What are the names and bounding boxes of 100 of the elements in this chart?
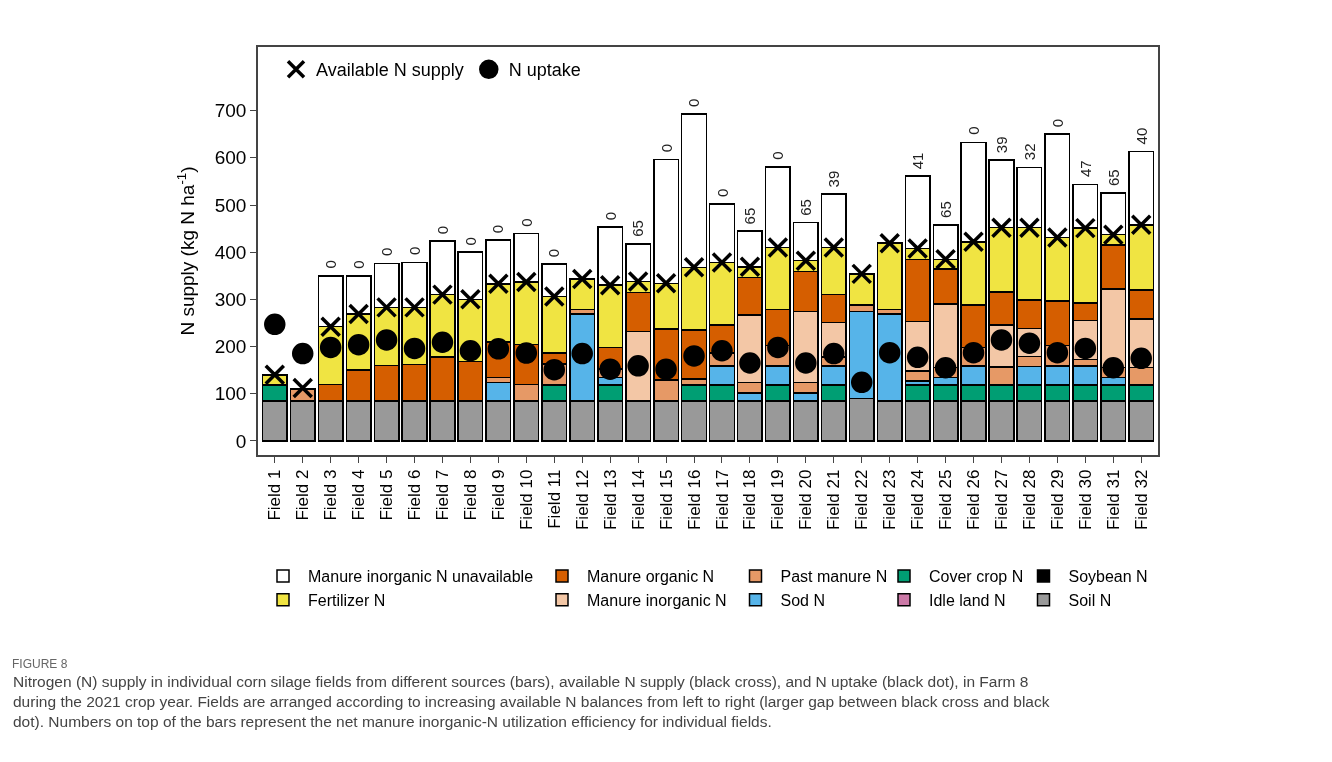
x-tick-label: Field 31 — [1103, 469, 1123, 531]
x-tick-label: Field 14 — [628, 469, 648, 531]
annotation: 0 — [1048, 118, 1066, 128]
annotation: 0 — [378, 247, 396, 257]
point — [1046, 226, 1069, 249]
annotation: 0 — [713, 188, 731, 198]
point — [319, 315, 342, 338]
text: Nitrogen (N) supply in individual corn silage fields from different sources (bars), available N supply (black cross), and N uptake (black dot), in Farm 8 during the 2021 crop year. Fields are arranged according to increasing available N balances from left to right (larger gap between black cross and black dot). Numbers on top of the bars represent the net manure inorganic-N utilization efficiency for individual fields. — [13, 673, 1050, 731]
caption: FIGURE 8 — [12, 657, 68, 671]
annotation: 0 — [433, 225, 451, 235]
point — [1074, 217, 1097, 239]
y-tick-label: 400 — [214, 241, 247, 263]
legend-label: Idle land N — [929, 591, 1006, 609]
point — [1130, 214, 1152, 236]
legend-label: Past manure N — [780, 568, 888, 586]
point — [1018, 216, 1041, 239]
y-tick-label: 100 — [214, 383, 247, 405]
point — [850, 371, 873, 394]
point — [990, 216, 1013, 239]
annotation: 0 — [769, 151, 787, 160]
point — [962, 231, 985, 253]
point — [459, 340, 482, 362]
point — [1018, 332, 1041, 354]
annotation: 0 — [685, 98, 703, 107]
point — [627, 270, 649, 293]
annotation: 0 — [321, 260, 339, 269]
point — [543, 358, 566, 381]
legend-label: Manure organic N — [587, 568, 715, 586]
point — [264, 313, 286, 336]
point — [795, 249, 817, 272]
legend-label: Available N supply — [316, 60, 464, 81]
annotation: 0 — [518, 218, 536, 227]
point — [599, 274, 621, 296]
point — [291, 377, 314, 399]
point — [291, 342, 314, 365]
x-tick-label: Field 16 — [684, 469, 704, 531]
point — [850, 263, 873, 285]
x-tick-label: Field 21 — [824, 469, 844, 531]
point — [403, 337, 426, 360]
x-tick-label: Field 11 — [544, 469, 564, 529]
x-tick-label: Field 2 — [293, 469, 313, 521]
x-tick-label: Field 22 — [852, 469, 872, 531]
annotation: 41 — [908, 152, 926, 170]
point — [711, 340, 733, 362]
point — [767, 236, 789, 259]
point — [571, 268, 593, 290]
point — [515, 271, 538, 293]
annotation: 0 — [657, 143, 675, 153]
point — [599, 358, 621, 380]
point — [431, 283, 454, 306]
x-tick-label: Field 7 — [432, 469, 452, 521]
point — [655, 358, 677, 380]
annotation: 39 — [825, 170, 843, 188]
point — [823, 236, 845, 259]
legend-label: Fertilizer N — [308, 591, 386, 609]
point — [264, 364, 286, 386]
annotation: 47 — [1076, 160, 1094, 178]
point — [823, 342, 845, 365]
annotation: 0 — [350, 260, 368, 269]
legend-label: Soil N — [1068, 591, 1112, 609]
y-tick-label: 500 — [214, 194, 247, 216]
annotation: 0 — [601, 212, 619, 221]
point — [878, 232, 901, 254]
point — [403, 296, 426, 319]
annotation: 0 — [489, 224, 507, 234]
point — [459, 288, 482, 311]
x-tick-label: Field 32 — [1131, 469, 1151, 531]
annotation: 40 — [1133, 127, 1151, 145]
x-tick-label: Field 29 — [1047, 469, 1067, 531]
legend-label: Manure inorganic N — [587, 591, 727, 609]
point — [487, 273, 510, 295]
x-tick-label: Field 26 — [964, 469, 984, 531]
point — [962, 341, 985, 364]
annotation: 0 — [965, 126, 983, 135]
x-tick-label: Field 15 — [656, 469, 676, 531]
x-tick-label: Field 1 — [265, 469, 285, 521]
point — [711, 251, 733, 274]
y-tick-label: 600 — [214, 147, 247, 169]
x-tick-label: Field 12 — [572, 469, 592, 531]
legend-label: Sod N — [780, 591, 825, 609]
x-tick-label: Field 25 — [936, 469, 956, 531]
legend-label: Manure inorganic N unavailable — [308, 568, 534, 586]
x-tick-label: Field 13 — [600, 469, 620, 531]
point — [934, 248, 957, 270]
point — [795, 352, 817, 374]
x-tick-label: Field 23 — [880, 469, 900, 531]
annotation: 65 — [1104, 169, 1122, 186]
x-tick-label: Field 6 — [405, 469, 425, 521]
annotation: 32 — [1020, 143, 1038, 161]
point — [739, 352, 761, 374]
x-tick-label: Field 17 — [712, 469, 732, 531]
annotation: 65 — [937, 201, 955, 218]
x-tick-label: Field 19 — [768, 469, 788, 531]
legend-label: Cover crop N — [929, 568, 1024, 586]
x-tick-label: Field 9 — [488, 469, 508, 521]
point — [347, 303, 370, 325]
annotation: 0 — [462, 237, 480, 246]
point — [543, 285, 566, 308]
point — [739, 256, 761, 278]
y-tick-label: 700 — [214, 100, 247, 122]
